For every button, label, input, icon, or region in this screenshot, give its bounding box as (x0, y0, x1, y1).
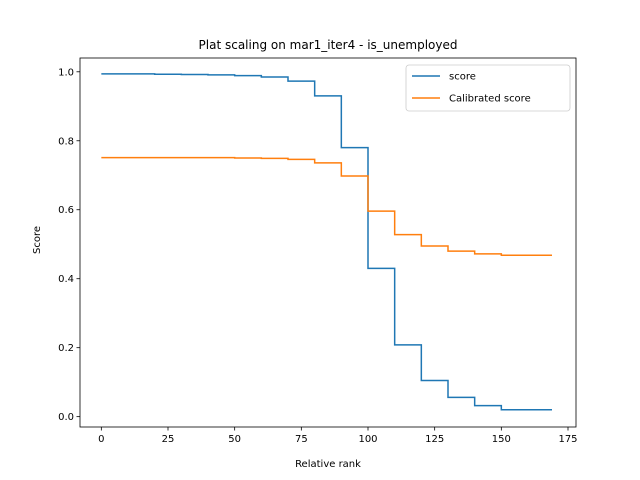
axes-frame (79, 57, 577, 428)
y-tick-label: 1.0 (58, 67, 74, 78)
x-tick-label: 50 (228, 434, 241, 445)
series-line-score (101, 73, 552, 411)
y-tick-label: 0.2 (58, 343, 74, 354)
x-tick-label: 175 (558, 434, 577, 445)
legend: score Calibrated score (405, 64, 571, 112)
y-tick-label: 0.8 (58, 136, 74, 147)
y-axis-label: Score (32, 226, 43, 254)
y-tick-label: 0.6 (58, 205, 74, 216)
series-layer (101, 73, 552, 411)
legend-label: Calibrated score (449, 94, 531, 105)
x-tick-label: 100 (358, 434, 377, 445)
legend-box (405, 64, 571, 112)
x-tick-label: 125 (425, 434, 444, 445)
y-tick-label: 0.0 (58, 412, 74, 423)
legend-label: score (449, 72, 476, 83)
y-tick-label: 0.4 (58, 274, 74, 285)
x-axis-label: Relative rank (295, 459, 361, 470)
x-tick-label: 150 (492, 434, 511, 445)
y-axis-ticks: 0.0 0.2 0.4 0.6 0.8 1.0 (58, 67, 80, 423)
plot-area: 0 25 50 75 100 125 150 175 0.0 0.2 0.4 0.6 0.8 1.0 (58, 57, 578, 445)
series-line-calibrated-score (101, 156, 552, 257)
x-tick-label: 25 (162, 434, 175, 445)
x-tick-label: 0 (98, 434, 104, 445)
x-tick-label: 75 (295, 434, 308, 445)
x-axis-ticks: 0 25 50 75 100 125 150 175 (98, 427, 578, 445)
chart-title: Plat scaling on mar1_iter4 - is_unemploy… (199, 38, 458, 52)
